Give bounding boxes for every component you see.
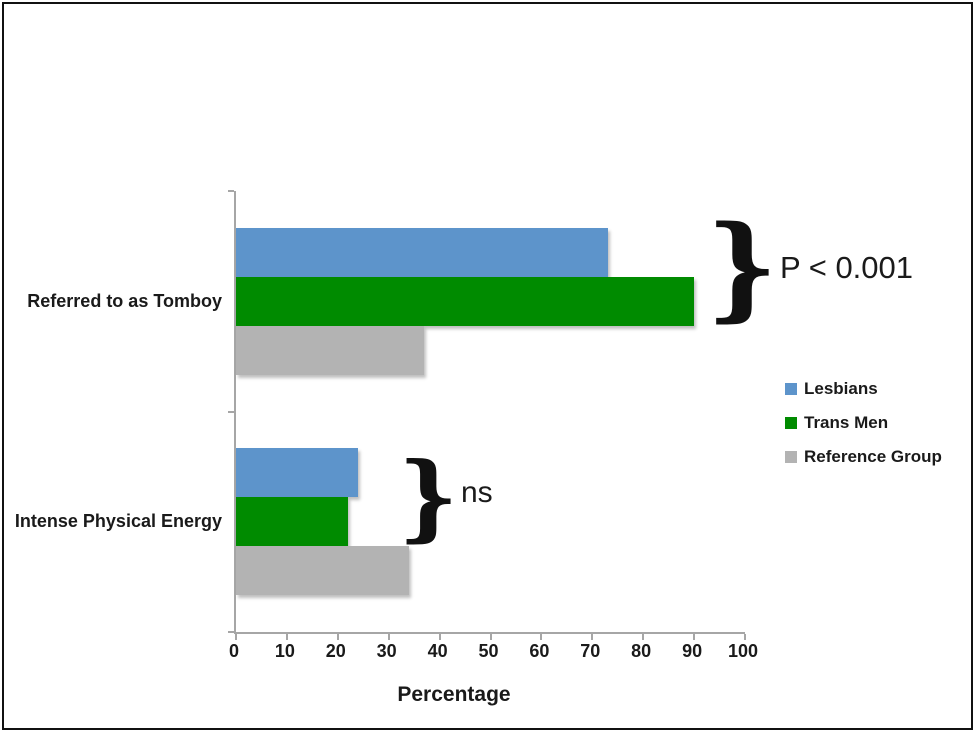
legend-swatch-icon xyxy=(785,383,797,395)
bar-reference-group-referred-to-as-tomboy xyxy=(236,325,425,375)
x-axis-tick-10 xyxy=(285,634,288,640)
curly-brace-icon: } xyxy=(706,202,779,333)
legend-swatch-icon xyxy=(785,417,797,429)
legend-item-reference-group: Reference Group xyxy=(785,448,942,482)
x-axis-tick-90 xyxy=(693,634,696,640)
x-axis-tick-label-40: 40 xyxy=(427,641,448,661)
x-axis-tick-label-80: 80 xyxy=(631,641,652,661)
category-label-referred-to-as-tomboy: Referred to as Tomboy xyxy=(27,291,222,311)
x-axis-tick-label-10: 10 xyxy=(274,641,295,661)
bar-lesbians-referred-to-as-tomboy xyxy=(236,227,608,277)
legend-label: Reference Group xyxy=(804,447,942,466)
legend-swatch-icon xyxy=(785,451,797,463)
legend-label: Lesbians xyxy=(804,379,878,398)
x-axis-tick-50 xyxy=(489,634,492,640)
x-axis-tick-60 xyxy=(540,634,543,640)
y-axis-tick-1 xyxy=(228,410,234,413)
y-axis-tick-0 xyxy=(228,190,234,192)
x-axis-tick-100 xyxy=(744,634,746,640)
bar-lesbians-intense-physical-energy xyxy=(236,448,359,498)
bar-reference-group-intense-physical-energy xyxy=(236,546,410,596)
legend: Lesbians Trans Men Reference Group xyxy=(785,380,942,482)
x-axis-tick-label-90: 90 xyxy=(682,641,703,661)
legend-item-lesbians: Lesbians xyxy=(785,380,942,414)
plot-area xyxy=(228,190,746,640)
x-axis-tick-label-0: 0 xyxy=(228,641,239,661)
category-label-intense-physical-energy: Intense Physical Energy xyxy=(14,511,222,531)
bar-trans-men-referred-to-as-tomboy xyxy=(236,276,695,326)
x-axis-tick-20 xyxy=(336,634,339,640)
y-axis-tick-2 xyxy=(228,631,234,633)
ns-text: ns xyxy=(461,476,493,509)
x-axis-tick-label-30: 30 xyxy=(376,641,397,661)
x-axis-tick-label-100: 100 xyxy=(727,641,759,661)
x-axis-tick-0 xyxy=(235,634,237,640)
x-axis-tick-80 xyxy=(642,634,645,640)
legend-item-trans-men: Trans Men xyxy=(785,414,942,448)
legend-label: Trans Men xyxy=(804,413,889,432)
x-axis-tick-30 xyxy=(387,634,390,640)
x-axis-tick-40 xyxy=(438,634,441,640)
x-axis-tick-label-20: 20 xyxy=(325,641,346,661)
x-axis-tick-70 xyxy=(591,634,594,640)
x-axis-title: Percentage xyxy=(397,683,511,706)
p-value-text: P < 0.001 xyxy=(780,250,914,285)
x-axis-tick-label-50: 50 xyxy=(478,641,499,661)
bar-trans-men-intense-physical-energy xyxy=(236,497,348,547)
x-axis-tick-label-70: 70 xyxy=(580,641,601,661)
curly-brace-icon: } xyxy=(398,442,459,552)
x-axis-tick-label-60: 60 xyxy=(529,641,550,661)
